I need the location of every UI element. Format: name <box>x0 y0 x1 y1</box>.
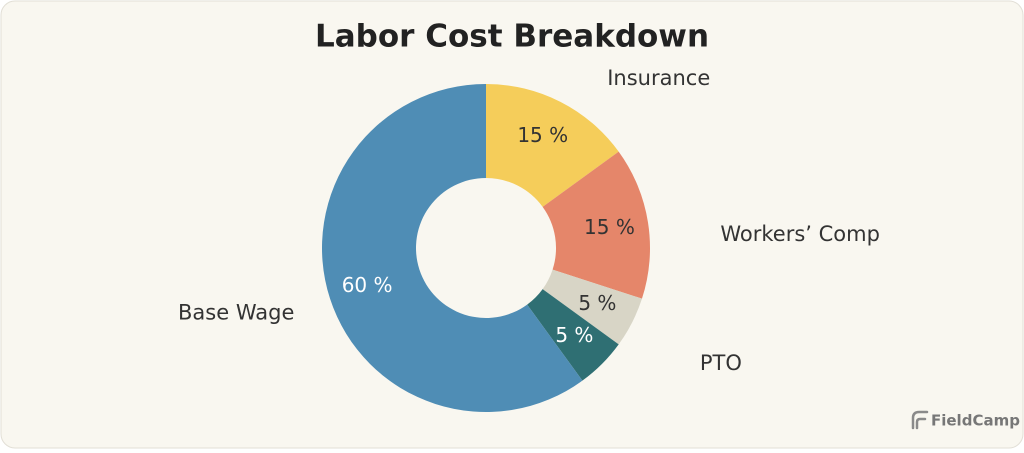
donut-segment <box>542 269 642 345</box>
donut-segment <box>527 289 619 381</box>
donut-segment <box>486 84 619 207</box>
brand-logo: FieldCamp <box>911 410 1020 430</box>
value-label: 15 % <box>517 123 568 147</box>
value-label: 5 % <box>555 323 593 347</box>
donut-segment <box>322 84 583 412</box>
value-label: 60 % <box>342 273 393 297</box>
value-label: 15 % <box>584 215 635 239</box>
category-label: Base Wage <box>178 301 294 325</box>
brand-name: FieldCamp <box>931 412 1020 430</box>
category-label: Workers’ Comp <box>720 222 880 246</box>
chart-title: Labor Cost Breakdown <box>315 19 709 55</box>
donut-segment <box>542 151 650 299</box>
value-label: 5 % <box>578 291 616 315</box>
category-label: Insurance <box>607 66 710 90</box>
category-label: PTO <box>700 351 742 375</box>
